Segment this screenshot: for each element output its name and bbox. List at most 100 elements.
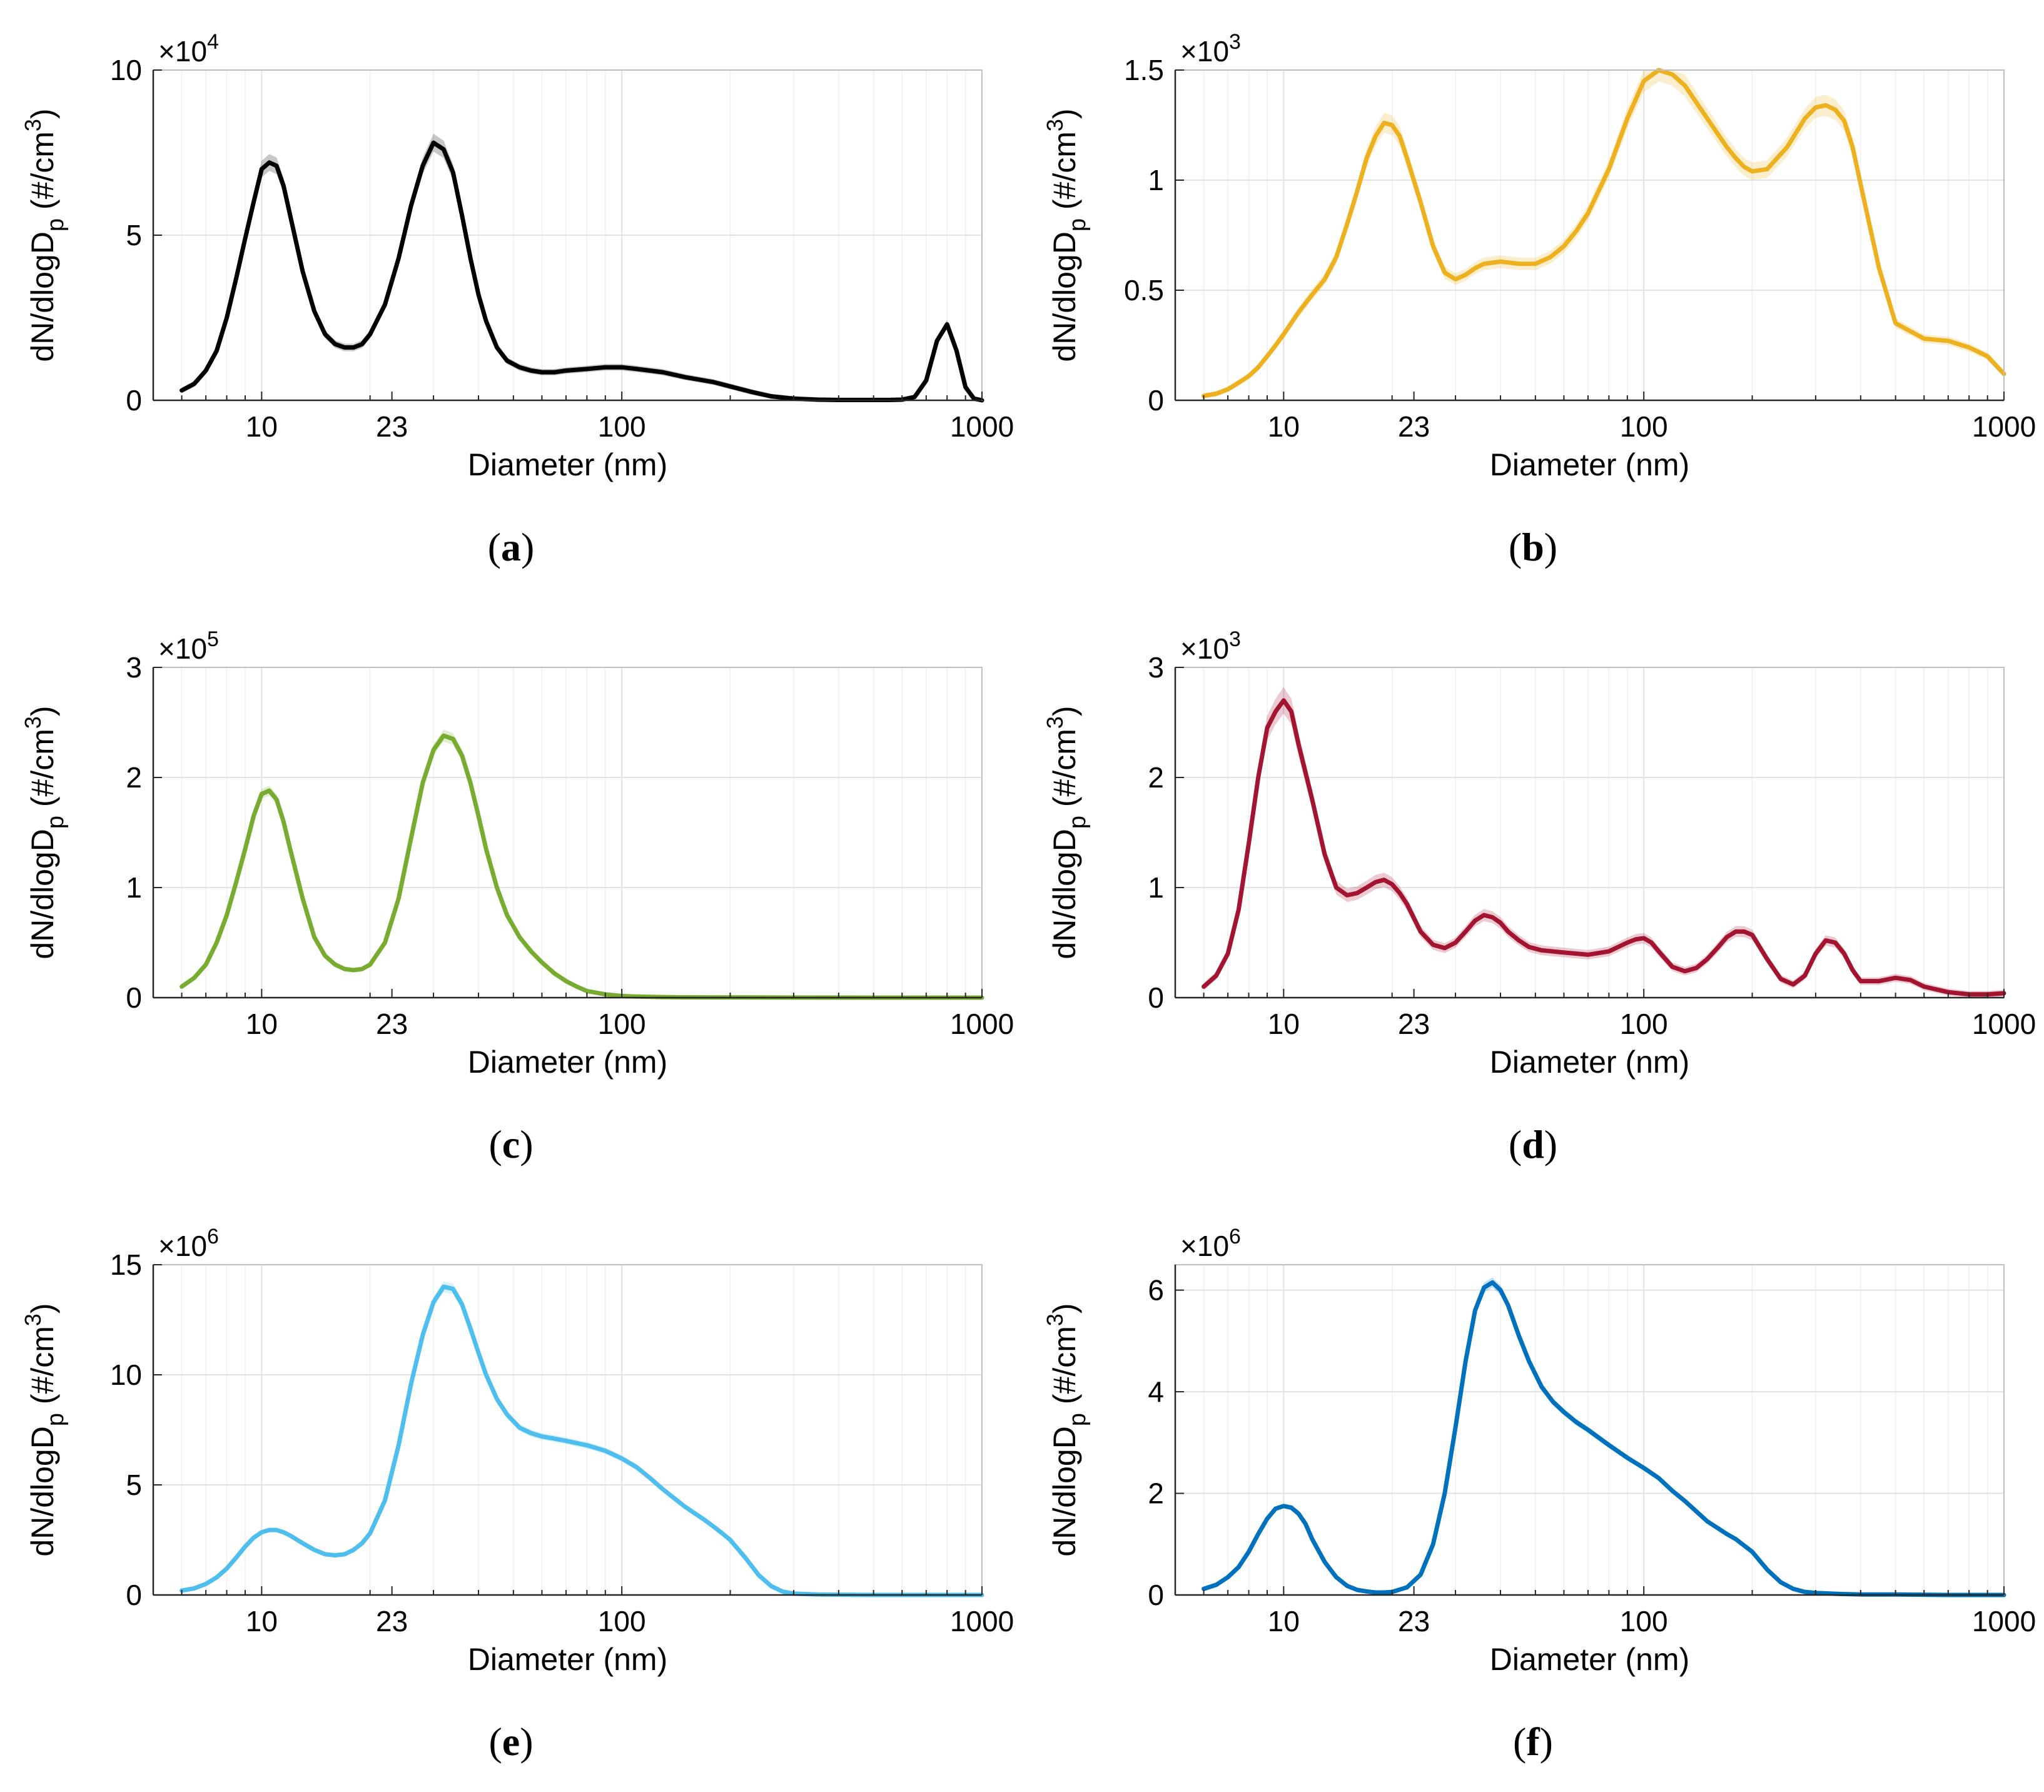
y-tick-label: 3 xyxy=(126,651,142,684)
panel-f: 10 23 100 1000 0 2 4 6 ×106 Diameter (nm) dN/dlogD… xyxy=(1022,1195,2044,1792)
y-tick-label: 1 xyxy=(1148,871,1164,904)
y-exponent-base: ×10 xyxy=(1180,632,1229,665)
y-tick-label: 0 xyxy=(1148,1579,1164,1611)
y-axis-label-sup: 3 xyxy=(1042,716,1068,729)
caption-a: (a) xyxy=(487,525,535,569)
y-axis-label: dN/dlogDp (#/cm3) xyxy=(1042,1303,1091,1556)
x-axis-label: Diameter (nm) xyxy=(1490,447,1689,482)
y-tick-label: 5 xyxy=(126,1469,142,1501)
x-tick-label: 1000 xyxy=(950,1605,1014,1638)
y-exponent-base: ×10 xyxy=(158,632,207,665)
y-axis-label-close: ) xyxy=(25,706,60,716)
y-axis-label-main: dN/dlogD xyxy=(25,231,60,362)
x-axis-label: Diameter (nm) xyxy=(1490,1642,1689,1677)
panel-d: 10 23 100 1000 0 1 2 3 ×103 Diameter (nm) dN/dlogD… xyxy=(1022,597,2044,1195)
y-axis-label-close: ) xyxy=(1047,706,1082,716)
grid xyxy=(153,667,982,998)
series-line-mean xyxy=(180,1284,984,1597)
y-tick-label: 10 xyxy=(110,1359,142,1391)
y-exponent-power: 4 xyxy=(207,30,219,54)
y-axis-label-close: ) xyxy=(1047,1303,1082,1314)
x-tick-label: 10 xyxy=(1268,1605,1300,1638)
y-exponent-label: ×106 xyxy=(1180,1225,1241,1262)
caption-c: (c) xyxy=(488,1122,534,1167)
y-tick-label: 15 xyxy=(110,1248,142,1281)
grid xyxy=(153,70,982,400)
series-line-mean xyxy=(180,733,984,1000)
y-exponent-power: 5 xyxy=(207,627,219,651)
y-axis-label: dN/dlogDp (#/cm3) xyxy=(1042,108,1091,362)
y-exponent-power: 6 xyxy=(207,1225,219,1248)
y-axis-label: dN/dlogDp (#/cm3) xyxy=(20,1303,69,1556)
y-tick-label: 0 xyxy=(1148,384,1164,417)
x-tick-label: 100 xyxy=(598,410,646,443)
x-tick-label: 100 xyxy=(1620,410,1668,443)
grid xyxy=(1175,70,2004,400)
y-exponent-label: ×103 xyxy=(1180,627,1241,665)
caption-b: (b) xyxy=(1508,525,1558,569)
x-tick-label: 100 xyxy=(598,1605,646,1638)
y-exponent-label: ×105 xyxy=(158,627,219,665)
plot-area xyxy=(153,667,982,998)
y-axis-label-sup: 3 xyxy=(20,716,46,729)
x-tick-label: 23 xyxy=(376,1008,408,1040)
x-tick-label: 23 xyxy=(1398,410,1430,443)
y-exponent-base: ×10 xyxy=(158,1230,207,1262)
plot-area xyxy=(1175,70,2004,400)
y-tick-label: 5 xyxy=(126,219,142,251)
y-axis-label-sup: 3 xyxy=(20,1314,46,1326)
x-tick-label: 1000 xyxy=(1972,1008,2036,1040)
series-line-mean xyxy=(1202,1280,2006,1597)
x-tick-label: 1000 xyxy=(950,1008,1014,1040)
y-axis-label-main: dN/dlogD xyxy=(1047,1426,1082,1556)
y-exponent-base: ×10 xyxy=(158,35,207,68)
caption-e: (e) xyxy=(488,1719,534,1764)
y-axis-label-close: ) xyxy=(25,108,60,119)
y-tick-label: 10 xyxy=(110,54,142,86)
y-tick-label: 4 xyxy=(1148,1375,1164,1408)
y-axis-label-sup: 3 xyxy=(1042,1314,1068,1326)
x-tick-label: 100 xyxy=(1620,1605,1668,1638)
x-tick-label: 23 xyxy=(1398,1008,1430,1040)
y-tick-label: 1 xyxy=(1148,164,1164,196)
caption-d: (d) xyxy=(1508,1122,1558,1167)
y-exponent-base: ×10 xyxy=(1180,1230,1229,1262)
y-axis-label-unit: (#/cm xyxy=(1047,729,1082,816)
y-axis-label-sup: 3 xyxy=(1042,119,1068,131)
y-tick-label: 0 xyxy=(126,981,142,1014)
y-tick-label: 2 xyxy=(126,761,142,794)
y-axis-label-close: ) xyxy=(1047,108,1082,119)
y-axis-label: dN/dlogDp (#/cm3) xyxy=(20,108,69,362)
y-axis-label-sup: 3 xyxy=(20,119,46,131)
x-tick-label: 10 xyxy=(246,1008,278,1040)
y-axis-label-unit: (#/cm xyxy=(25,1326,60,1413)
y-exponent-power: 6 xyxy=(1229,1225,1241,1248)
grid xyxy=(1175,667,2004,998)
y-tick-label: 1.5 xyxy=(1124,54,1164,86)
x-axis-label: Diameter (nm) xyxy=(468,1045,667,1080)
axes: 10 23 100 1000 0 0.5 1 1.5 xyxy=(1124,54,2036,443)
y-tick-label: 1 xyxy=(126,871,142,904)
chart-e: 10 23 100 1000 0 5 10 15 ×106 Diameter (nm) dN/dlo… xyxy=(20,1225,1014,1677)
y-tick-label: 0 xyxy=(126,384,142,417)
axes: 10 23 100 1000 0 5 10 15 xyxy=(110,1248,1014,1638)
x-tick-label: 10 xyxy=(246,1605,278,1638)
y-axis-label-main: dN/dlogD xyxy=(25,1426,60,1556)
y-tick-label: 0 xyxy=(1148,981,1164,1014)
y-exponent-label: ×106 xyxy=(158,1225,219,1262)
y-tick-label: 6 xyxy=(1148,1274,1164,1307)
y-axis-label-sub: p xyxy=(1065,1413,1091,1426)
x-tick-label: 1000 xyxy=(950,410,1014,443)
y-axis-label-main: dN/dlogD xyxy=(25,829,60,959)
y-exponent-label: ×104 xyxy=(158,30,219,68)
x-tick-label: 10 xyxy=(246,410,278,443)
y-axis-label: dN/dlogDp (#/cm3) xyxy=(20,706,69,959)
plot-area xyxy=(1175,667,2004,998)
y-tick-label: 2 xyxy=(1148,761,1164,794)
